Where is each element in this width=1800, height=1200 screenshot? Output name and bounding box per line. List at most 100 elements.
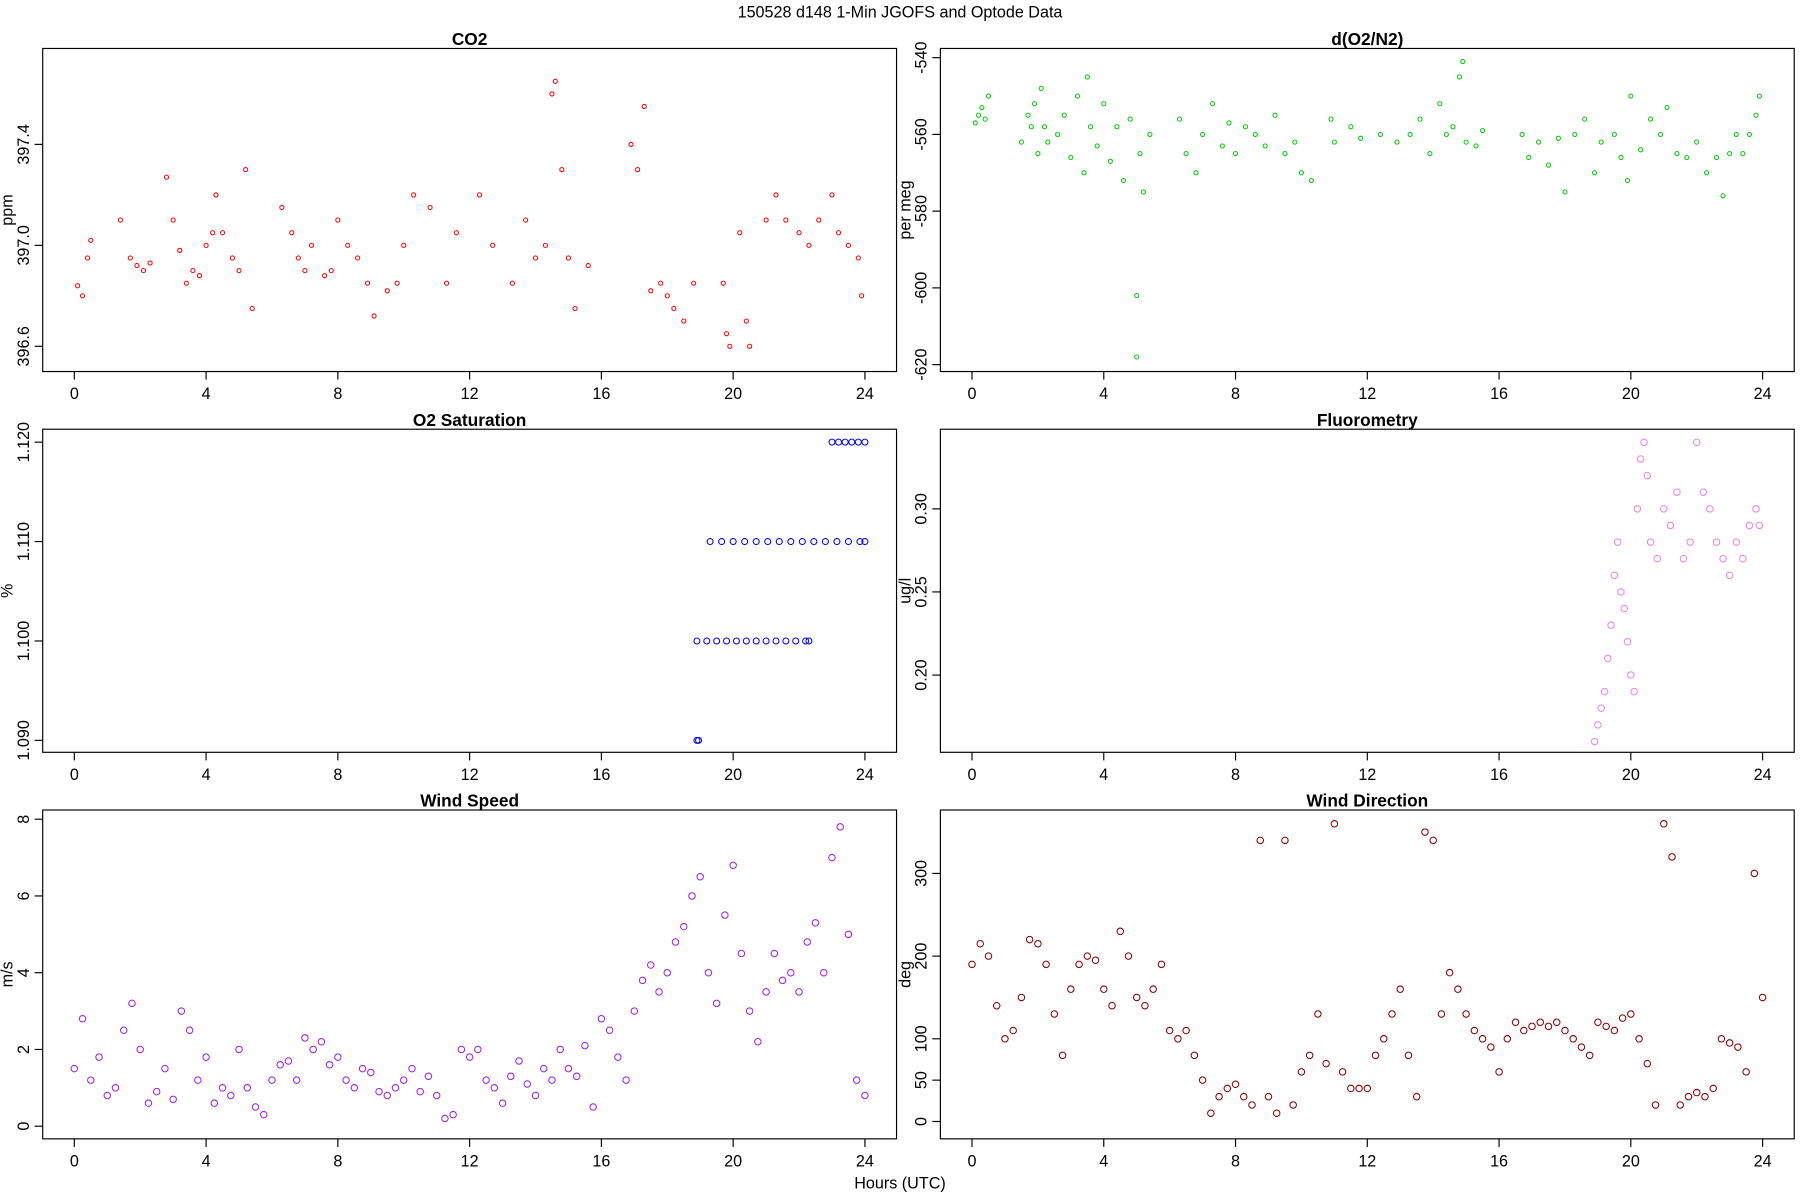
- data-point: [845, 242, 852, 248]
- data-point: [128, 999, 136, 1008]
- data-point: [1045, 139, 1051, 145]
- x-tick-label: 12: [461, 766, 479, 784]
- data-point: [641, 103, 647, 110]
- y-tick-label: 0.30: [913, 493, 931, 524]
- data-point: [718, 538, 726, 546]
- data-point: [1252, 131, 1258, 138]
- data-point: [1470, 1026, 1479, 1035]
- data-point: [658, 280, 664, 286]
- data-point: [805, 637, 813, 645]
- data-point: [1618, 1014, 1627, 1022]
- data-point: [984, 952, 993, 960]
- data-point: [1396, 985, 1404, 993]
- data-point: [1526, 154, 1532, 161]
- data-point: [1281, 836, 1289, 845]
- data-point: [1041, 124, 1048, 130]
- data-point: [688, 892, 696, 900]
- plot-frame: [939, 428, 1795, 753]
- data-point: [810, 538, 818, 546]
- data-point: [243, 167, 249, 173]
- data-point: [1358, 135, 1364, 141]
- panel: d(O2/N2) per meg 0 4 8 12 16 20 24 -620 -600 -580 -5…: [896, 29, 1795, 403]
- data-point: [647, 961, 655, 969]
- data-point: [1648, 116, 1654, 122]
- data-point: [696, 873, 704, 881]
- data-point: [770, 949, 779, 958]
- data-point: [161, 1064, 169, 1073]
- data-point: [1592, 170, 1598, 176]
- data-point: [968, 960, 976, 969]
- data-point: [835, 438, 843, 446]
- data-point: [1061, 112, 1067, 118]
- data-point: [605, 1026, 614, 1035]
- data-point: [75, 283, 81, 289]
- panel-title: Wind Direction: [1306, 791, 1428, 811]
- figure-title: 150528 d148 1-Min JGOFS and Optode Data: [738, 3, 1063, 21]
- data-point: [861, 438, 869, 446]
- data-point: [585, 262, 591, 269]
- data-point: [1604, 654, 1612, 663]
- data-point: [1725, 1039, 1734, 1047]
- data-point: [127, 255, 133, 261]
- data-point: [720, 280, 726, 286]
- x-tick-label: 20: [724, 766, 742, 784]
- data-point: [1038, 85, 1044, 91]
- data-point: [1618, 154, 1624, 161]
- data-point: [782, 637, 790, 645]
- data-point: [289, 230, 295, 236]
- data-point: [1462, 1010, 1470, 1018]
- data-point: [1282, 150, 1288, 157]
- data-point: [581, 1041, 589, 1050]
- data-point: [852, 1076, 861, 1084]
- data-point: [210, 1099, 219, 1107]
- data-point: [1487, 1043, 1495, 1051]
- data-point: [1725, 571, 1734, 580]
- y-axis-title: ug/l: [896, 578, 914, 604]
- data-point: [787, 538, 795, 546]
- data-point: [302, 267, 308, 274]
- data-point: [1692, 1088, 1701, 1097]
- data-point: [1555, 135, 1561, 141]
- data-point: [170, 217, 176, 223]
- data-point: [1183, 150, 1189, 157]
- data-point: [163, 174, 170, 180]
- data-point: [703, 637, 711, 645]
- data-point: [1684, 1092, 1693, 1101]
- data-point: [194, 1076, 202, 1084]
- data-point: [829, 192, 835, 198]
- data-point: [655, 988, 663, 996]
- data-point: [745, 1007, 754, 1015]
- y-tick-label: 1.120: [15, 422, 33, 462]
- data-point: [424, 1072, 433, 1081]
- data-point: [635, 167, 641, 173]
- data-point: [1739, 554, 1747, 563]
- x-tick-label: 24: [1754, 766, 1772, 784]
- data-point: [1646, 538, 1655, 546]
- data-point: [1657, 131, 1664, 138]
- data-point: [1107, 158, 1113, 164]
- data-point: [70, 1064, 79, 1073]
- data-point: [1055, 131, 1061, 138]
- data-point: [1701, 1092, 1709, 1101]
- x-axis-title: Hours (UTC): [854, 1174, 945, 1192]
- data-point: [218, 1084, 227, 1092]
- data-point: [1067, 985, 1075, 993]
- y-axis-title: deg: [896, 961, 914, 988]
- data-point: [301, 1034, 309, 1042]
- x-tick-label: 4: [1099, 385, 1108, 403]
- panel: CO2 ppm 0 4 8 12 16 20 24 396.6 397.0 397.4: [0, 29, 898, 403]
- x-tick-label: 20: [1622, 1153, 1640, 1171]
- data-point: [1598, 139, 1604, 145]
- data-point: [1617, 588, 1625, 596]
- data-point: [855, 255, 861, 261]
- data-point: [1463, 139, 1469, 145]
- data-point: [335, 217, 341, 223]
- data-point: [355, 255, 361, 261]
- data-point: [1755, 521, 1764, 530]
- data-point: [828, 853, 836, 862]
- data-point: [375, 1087, 383, 1096]
- data-point: [1328, 116, 1334, 122]
- data-point: [704, 968, 713, 977]
- data-point: [1478, 1035, 1487, 1043]
- data-point: [1511, 1018, 1520, 1027]
